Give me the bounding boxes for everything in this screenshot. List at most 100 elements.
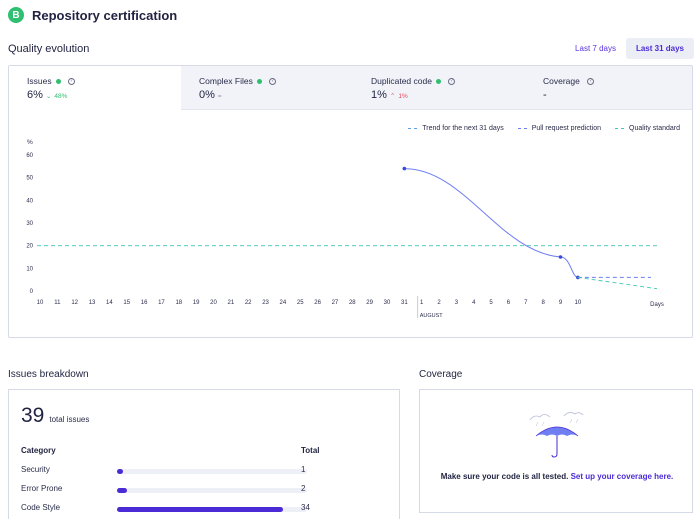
- legend-label: Trend for the next 31 days: [422, 125, 504, 132]
- coverage-message-text: Make sure your code is all tested.: [440, 472, 569, 481]
- x-tick-label: 16: [141, 300, 148, 306]
- category-name: Code Style: [21, 503, 61, 512]
- column-header-category: Category: [21, 446, 56, 455]
- metric-value: 1%: [371, 89, 387, 101]
- total-label: total issues: [49, 415, 90, 424]
- coverage-panel: Make sure your code is all tested. Set u…: [419, 389, 693, 513]
- x-tick-label: 20: [210, 300, 217, 306]
- x-tick-label: 18: [175, 300, 182, 306]
- x-tick-label: 4: [472, 300, 476, 306]
- legend-swatch: [408, 128, 418, 129]
- x-tick-label: 19: [193, 300, 200, 306]
- x-tick-label: 31: [401, 300, 408, 306]
- y-tick-label: 40: [26, 198, 33, 204]
- help-icon[interactable]: ?: [268, 77, 276, 85]
- x-tick-label: 15: [123, 300, 130, 306]
- delta-up-icon: ⌃: [389, 93, 396, 100]
- category-bar-fill: [117, 507, 283, 512]
- grade-badge: B: [8, 7, 24, 23]
- legend-trend: Trend for the next 31 days: [408, 125, 504, 132]
- help-icon[interactable]: ?: [67, 77, 75, 85]
- metric-name: Issues: [27, 76, 52, 86]
- category-total: 2: [301, 484, 306, 493]
- x-tick-label: 10: [37, 300, 44, 306]
- x-tick-label: 25: [297, 300, 304, 306]
- x-tick-label: 21: [228, 300, 235, 306]
- issues-point: [558, 255, 563, 259]
- metric-tab-duplicated-code[interactable]: Duplicated code? 1% ⌃ 1%: [353, 66, 525, 110]
- metric-tab-coverage[interactable]: Coverage? -: [525, 66, 692, 110]
- range-tabs: Last 7 days Last 31 days: [565, 38, 694, 59]
- x-tick-label: 29: [366, 300, 373, 306]
- y-tick-label: 10: [26, 266, 33, 272]
- umbrella-illustration-icon: [529, 412, 584, 458]
- category-bar: [117, 488, 307, 493]
- breakdown-row-code-style[interactable]: Code Style 34: [21, 503, 391, 517]
- metric-delta: 1%: [398, 93, 408, 100]
- category-total: 1: [301, 465, 306, 474]
- x-tick-label: 10: [575, 300, 582, 306]
- x-tick-label: 11: [54, 300, 61, 306]
- category-bar-fill: [117, 469, 123, 474]
- x-tick-label: 24: [280, 300, 287, 306]
- y-tick-label: 0: [30, 289, 34, 295]
- y-tick-label: 50: [26, 176, 33, 182]
- x-tick-label: 28: [349, 300, 356, 306]
- column-header-total: Total: [301, 446, 320, 455]
- x-tick-label: 14: [106, 300, 113, 306]
- breakdown-row-error-prone[interactable]: Error Prone 2: [21, 484, 391, 498]
- category-bar: [117, 507, 307, 512]
- x-tick-label: 2: [437, 300, 441, 306]
- x-tick-label: 26: [314, 300, 321, 306]
- metric-name: Complex Files: [199, 76, 253, 86]
- y-tick-label: 60: [26, 153, 33, 159]
- range-tab-last-7-days[interactable]: Last 7 days: [575, 44, 616, 53]
- legend-swatch: [517, 128, 527, 129]
- issues-line: [404, 168, 579, 278]
- coverage-message: Make sure your code is all tested. Set u…: [430, 470, 684, 483]
- help-icon[interactable]: ?: [586, 77, 594, 85]
- x-tick-label: 23: [262, 300, 269, 306]
- chart-legend: Trend for the next 31 days Pull request …: [408, 125, 680, 132]
- x-tick-label: 30: [384, 300, 391, 306]
- setup-coverage-link[interactable]: Set up your coverage here.: [570, 472, 674, 481]
- y-axis-label: %: [27, 139, 33, 146]
- y-tick-label: 20: [26, 244, 33, 250]
- category-bar: [117, 469, 307, 474]
- legend-label: Quality standard: [629, 125, 680, 132]
- category-bar-fill: [117, 488, 127, 493]
- total-count: 39: [21, 404, 45, 427]
- range-tab-last-31-days[interactable]: Last 31 days: [625, 38, 694, 59]
- metric-tab-issues[interactable]: Issues? 6% ⌄ 48%: [9, 66, 181, 110]
- metric-name: Duplicated code: [371, 76, 432, 86]
- metric-tab-complex-files[interactable]: Complex Files? 0% =: [181, 66, 353, 110]
- quality-evolution-panel: Issues? 6% ⌄ 48% Complex Files? 0% = Duplic…: [8, 65, 693, 338]
- issues-breakdown-panel: 39 total issues Category Total Security …: [8, 389, 400, 519]
- x-tick-label: 12: [71, 300, 78, 306]
- metric-value: 0%: [199, 89, 215, 101]
- y-tick-label: 30: [26, 221, 33, 227]
- page-title: Repository certification: [32, 7, 178, 23]
- breakdown-row-security[interactable]: Security 1: [21, 465, 391, 479]
- month-label: AUGUST: [420, 313, 444, 319]
- status-dot: [435, 78, 441, 84]
- quality-evolution-title: Quality evolution: [8, 43, 90, 55]
- coverage-title: Coverage: [419, 369, 463, 380]
- category-total: 34: [301, 503, 310, 512]
- legend-quality-standard: Quality standard: [615, 125, 680, 132]
- help-icon[interactable]: ?: [447, 77, 455, 85]
- legend-label: Pull request prediction: [531, 125, 602, 132]
- x-tick-label: 8: [541, 300, 545, 306]
- trend-line: [577, 276, 658, 290]
- x-tick-label: 27: [332, 300, 339, 306]
- metric-name: Coverage: [543, 76, 580, 86]
- x-tick-label: 9: [559, 300, 563, 306]
- issues-point: [402, 166, 407, 171]
- legend-swatch: [615, 128, 625, 129]
- status-dot: [55, 78, 61, 84]
- metric-value: 6%: [27, 89, 43, 101]
- category-name: Security: [21, 465, 50, 474]
- metric-tabs: Issues? 6% ⌄ 48% Complex Files? 0% = Duplic…: [9, 66, 692, 110]
- x-tick-label: 17: [158, 300, 165, 306]
